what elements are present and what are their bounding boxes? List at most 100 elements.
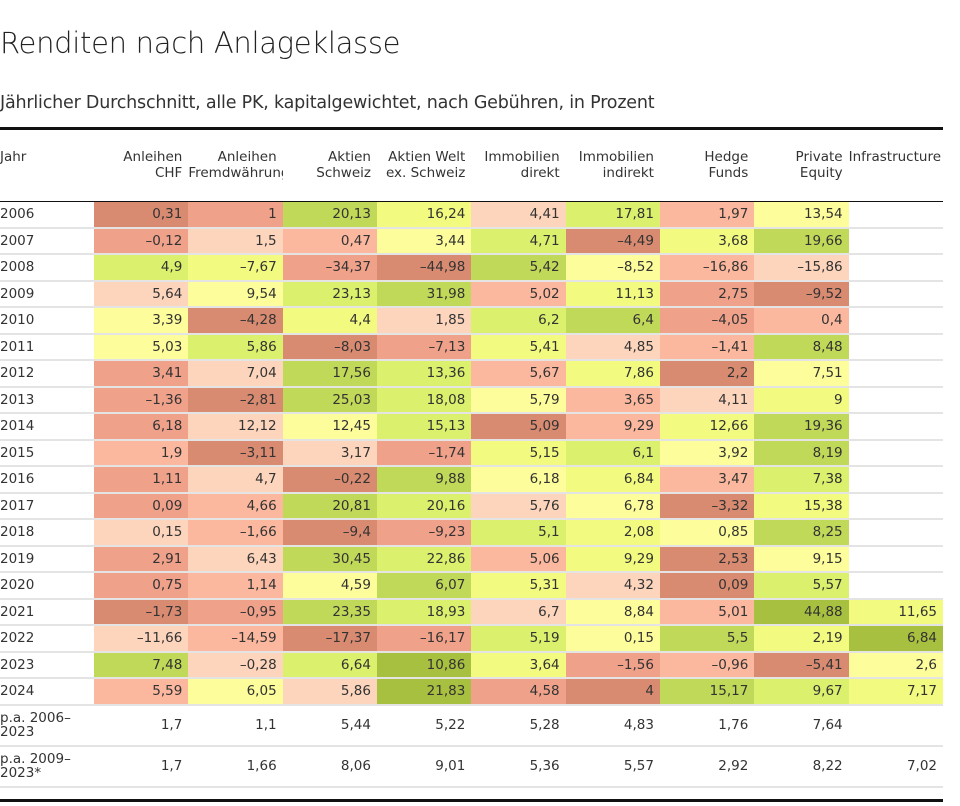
column-header-line: ex. Schweiz [385,165,466,181]
heatmap-cell: 3,41 [94,360,189,388]
heatmap-cell: 8,48 [754,333,849,361]
heatmap-cell: 5,06 [471,545,566,573]
heatmap-cell: –1,73 [94,598,189,626]
heatmap-cell: 9,54 [188,280,283,308]
heatmap-cell: 6,4 [565,307,660,335]
heatmap-cell [848,466,943,494]
heatmap-cell: –1,36 [94,386,189,414]
heatmap-cell: 5,79 [471,386,566,414]
table-row: 2015 1,9 –3,11 3,17 –1,74 5,15 6,1 3,92 8,19 [0,439,943,467]
heatmap-cell: 2,6 [848,651,943,679]
heatmap-cell: 5,86 [188,333,283,361]
heatmap-cell: 1 [188,201,283,229]
heatmap-cell: 6,05 [188,678,283,706]
heatmap-cell: 0,85 [659,519,755,547]
heatmap-cell: 6,1 [565,439,660,467]
heatmap-cell: 12,12 [188,413,283,441]
heatmap-cell: 5,01 [659,598,755,626]
heatmap-cell: 11,13 [565,280,660,308]
heatmap-cell: 5,03 [94,333,189,361]
heatmap-cell: 4,85 [565,333,660,361]
heatmap-cell: 8,25 [754,519,849,547]
summary-cell [848,704,943,747]
heatmap-cell: 7,17 [848,678,943,706]
heatmap-cell: 0,47 [282,227,377,255]
column-header-line: Private [795,149,843,165]
heatmap-cell: 9,88 [376,466,472,494]
summary-cell: 5,36 [471,745,566,788]
heatmap-cell: 2,53 [659,545,755,573]
heatmap-cell: –1,41 [659,333,755,361]
heatmap-cell: 44,88 [754,598,849,626]
heatmap-cell: –0,96 [659,651,755,679]
heatmap-cell: 16,24 [376,201,472,229]
heatmap-cell: –14,59 [188,625,283,653]
heatmap-cell: 21,83 [376,678,472,706]
column-header-line: Fremdwährung [188,165,283,181]
heatmap-cell: 5,64 [94,280,189,308]
heatmap-cell: 9 [754,386,849,414]
heatmap-cell: 13,36 [376,360,472,388]
heatmap-cell: 3,17 [282,439,377,467]
summary-cell: 1,1 [188,704,283,747]
heatmap-cell: 18,08 [376,386,472,414]
heatmap-cell [848,254,943,282]
table-row: 2024 5,59 6,05 5,86 21,83 4,58 4 15,17 9,67 7,17 [0,678,943,706]
heatmap-cell [848,333,943,361]
table-row: 2020 0,75 1,14 4,59 6,07 5,31 4,32 0,09 5,57 [0,572,943,600]
heatmap-cell: 6,18 [471,466,566,494]
summary-cell: 5,44 [282,704,377,747]
heatmap-cell: 6,43 [188,545,283,573]
heatmap-cell [848,545,943,573]
heatmap-cell: 17,81 [565,201,660,229]
table-row: 2022 –11,66 –14,59 –17,37 –16,17 5,19 0,15 5,5 2… [0,625,943,653]
heatmap-cell: –1,74 [376,439,472,467]
heatmap-cell: 4,32 [565,572,660,600]
table-row: 2017 0,09 4,66 20,81 20,16 5,76 6,78 –3,32 15,38 [0,492,943,520]
year-cell: 2012 [0,360,94,388]
heatmap-cell: 19,66 [754,227,849,255]
summary-label-line: 2023 [0,724,35,740]
summary-cell: 5,28 [471,704,566,747]
heatmap-cell: 9,29 [565,413,660,441]
heatmap-cell: 5,15 [471,439,566,467]
column-header-line: Funds [708,165,749,181]
summary-cell: 4,83 [565,704,660,747]
heatmap-cell: 1,85 [376,307,472,335]
year-cell: 2024 [0,678,94,706]
column-header-line: Anleihen [123,149,183,165]
heatmap-cell: –11,66 [94,625,189,653]
heatmap-cell: 9,29 [565,545,660,573]
heatmap-cell: 4,11 [659,386,755,414]
column-header: Anleihen Fremdwährung [188,130,283,202]
heatmap-cell: 4,71 [471,227,566,255]
column-header-line: CHF [154,165,183,181]
heatmap-cell: 6,84 [565,466,660,494]
heatmap-cell: 10,86 [376,651,472,679]
subtitle: Jährlicher Durchschnitt, alle PK, kapita… [0,93,655,113]
heatmap-cell: 6,84 [848,625,943,653]
year-cell: 2013 [0,386,94,414]
summary-cell: 7,64 [754,704,849,747]
heatmap-cell: 5,41 [471,333,566,361]
table-row: 2023 7,48 –0,28 6,64 10,86 3,64 –1,56 –0,96 –5,4… [0,651,943,679]
heatmap-cell: –3,11 [188,439,283,467]
heatmap-cell: –7,67 [188,254,283,282]
heatmap-cell: –8,52 [565,254,660,282]
heatmap-cell: 6,18 [94,413,189,441]
returns-heatmap-table: Jahr Anleihen CHF Anleihen Fremdwährung Aktie… [0,130,943,788]
heatmap-cell: –7,13 [376,333,472,361]
column-header: Anleihen CHF [94,130,189,202]
heatmap-cell: 7,48 [94,651,189,679]
heatmap-cell: 0,4 [754,307,849,335]
summary-cell: 1,76 [659,704,755,747]
summary-label-line: p.a. 2006– [0,710,71,726]
heatmap-cell: –0,95 [188,598,283,626]
column-header-line: Aktien [328,149,371,165]
heatmap-cell: 6,07 [376,572,472,600]
heatmap-cell: 0,15 [94,519,189,547]
heatmap-cell: 5,02 [471,280,566,308]
heatmap-cell: 6,64 [282,651,377,679]
table-row: 2010 3,39 –4,28 4,4 1,85 6,2 6,4 –4,05 0,4 [0,307,943,335]
column-header: Aktien Schweiz [282,130,377,202]
